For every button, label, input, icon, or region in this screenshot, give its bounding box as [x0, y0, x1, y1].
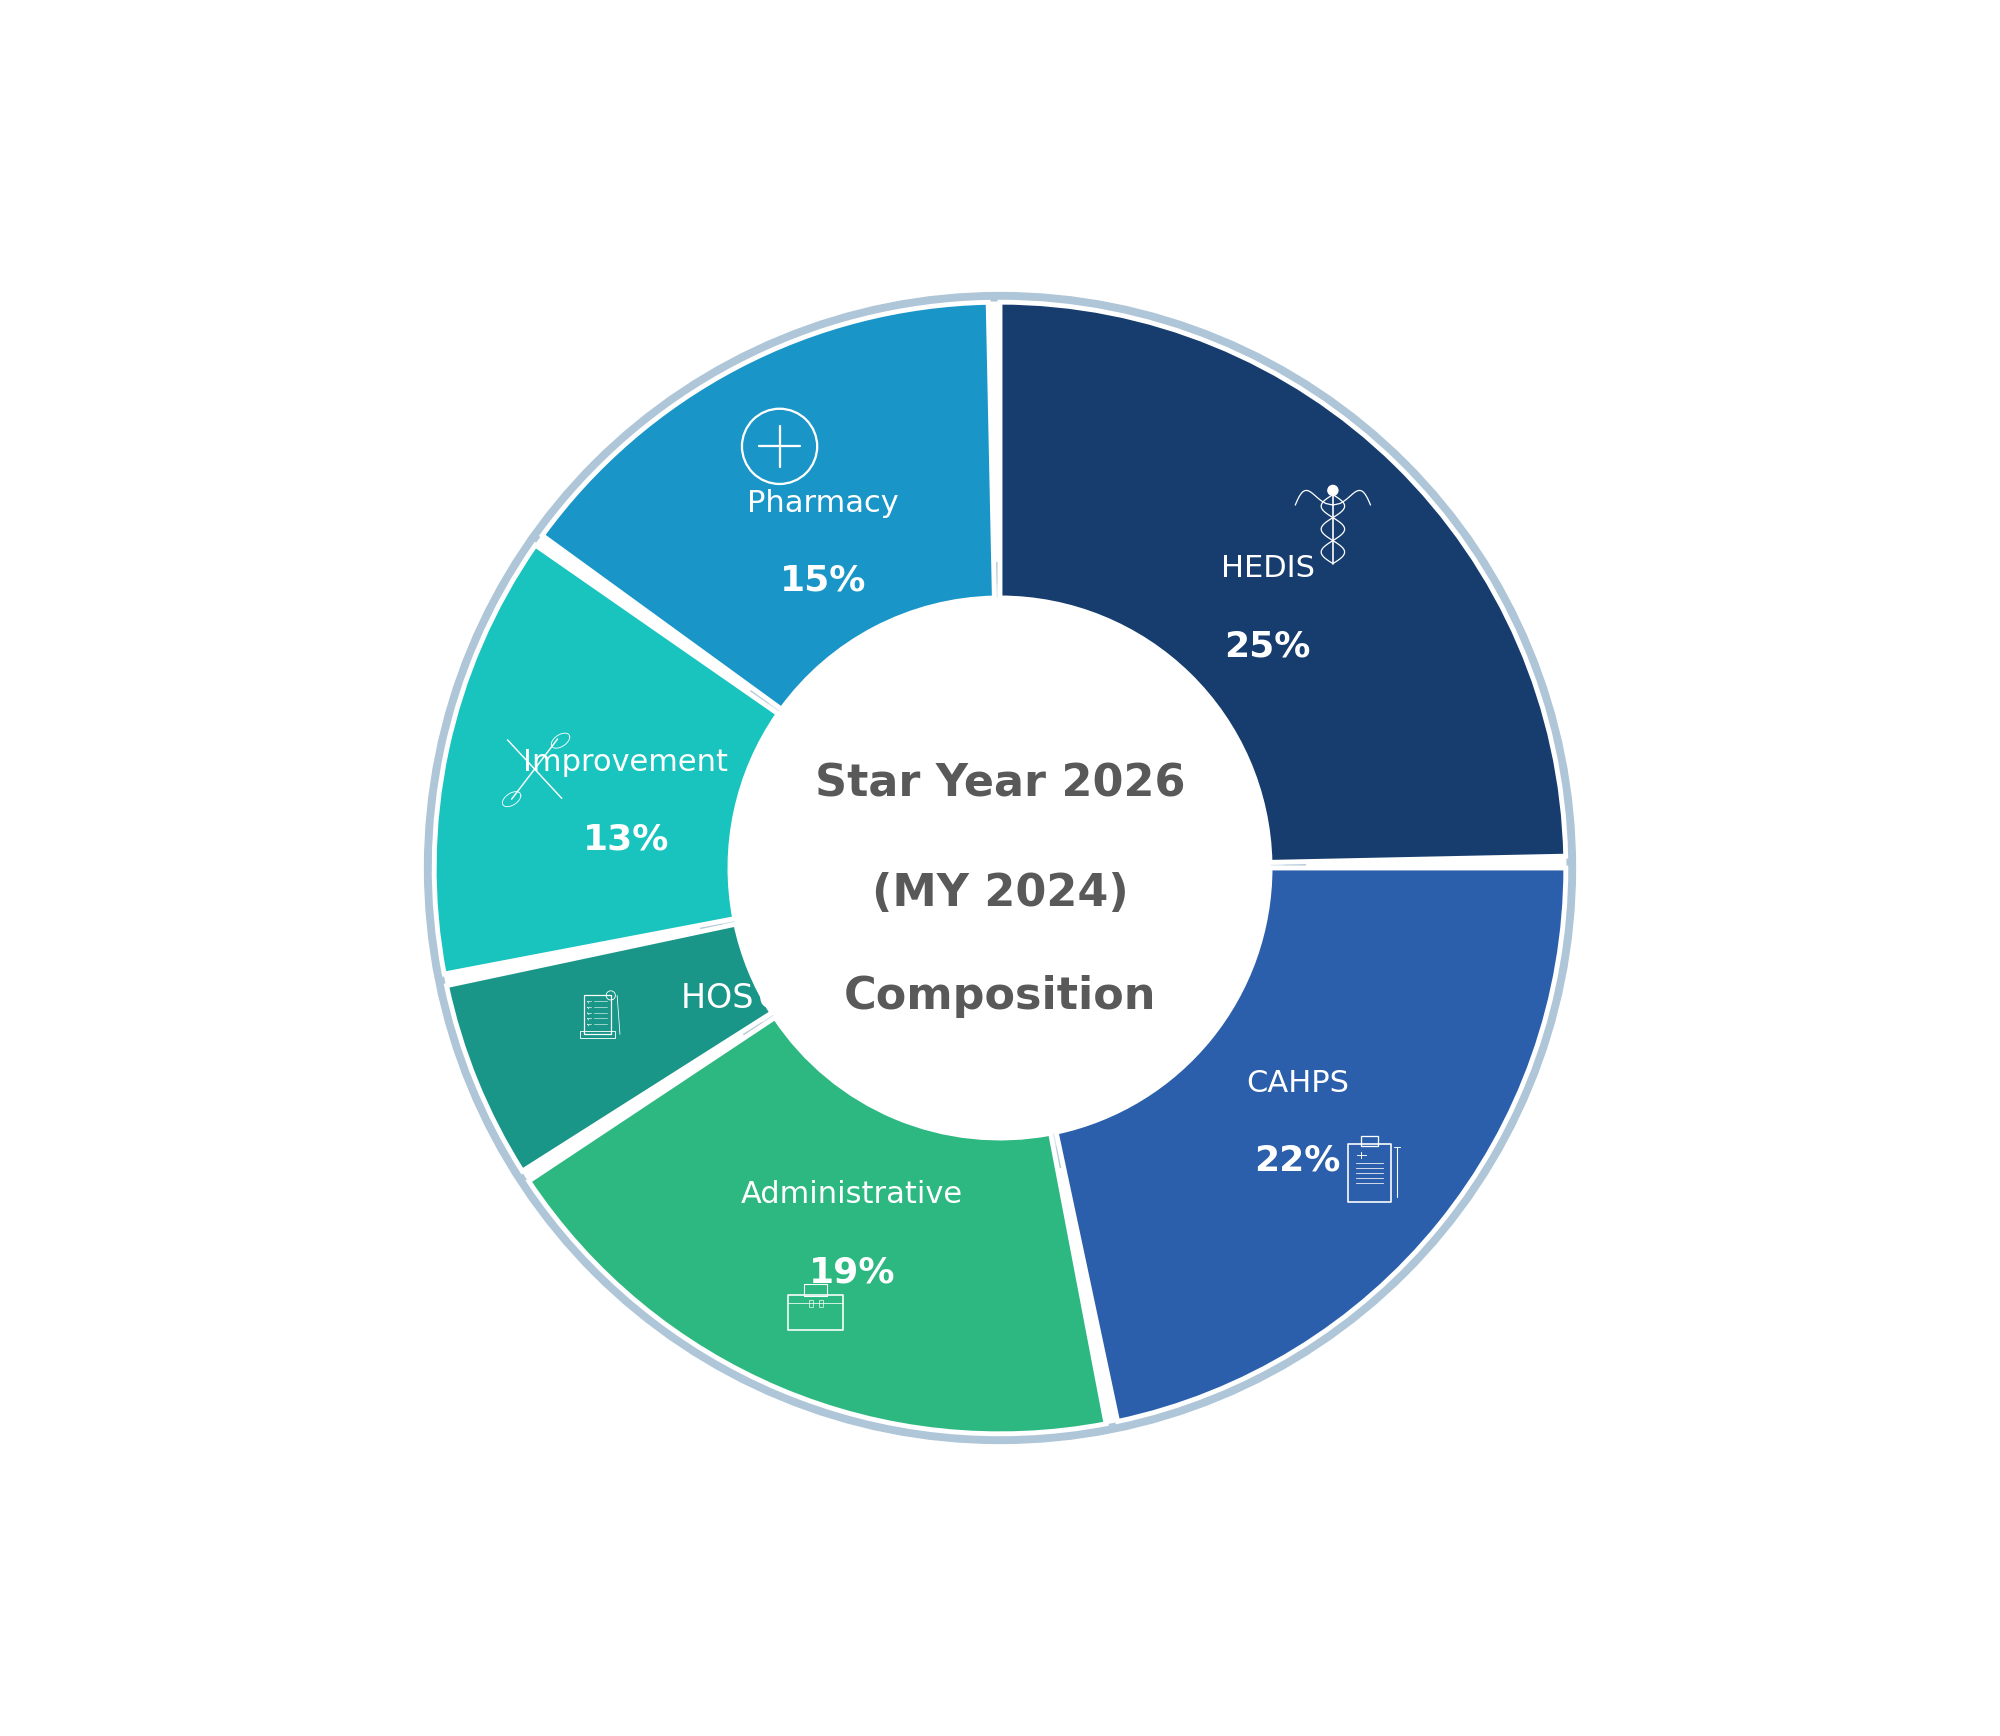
Text: Pharmacy: Pharmacy [746, 490, 898, 517]
Bar [804, 1285, 826, 1295]
Text: Improvement: Improvement [524, 748, 728, 778]
Bar [584, 995, 610, 1035]
Wedge shape [542, 302, 994, 710]
Text: 6%: 6% [758, 983, 814, 1016]
Text: 19%: 19% [808, 1255, 896, 1290]
Circle shape [424, 293, 1576, 1443]
Circle shape [718, 585, 1282, 1151]
Wedge shape [434, 545, 778, 974]
Text: 13%: 13% [582, 823, 668, 858]
Circle shape [694, 562, 1306, 1174]
Text: 22%: 22% [1254, 1144, 1340, 1177]
Bar [580, 1031, 616, 1038]
Text: 15%: 15% [780, 564, 866, 597]
Text: Composition: Composition [844, 976, 1156, 1017]
Text: Star Year 2026: Star Year 2026 [814, 762, 1186, 806]
Text: (MY 2024): (MY 2024) [872, 871, 1128, 915]
Wedge shape [528, 1017, 1106, 1434]
Wedge shape [446, 924, 772, 1172]
Text: HEDIS: HEDIS [1220, 554, 1314, 583]
Bar [818, 1300, 822, 1307]
Text: Administrative: Administrative [740, 1180, 962, 1210]
Text: 25%: 25% [1224, 628, 1310, 663]
Circle shape [434, 302, 1566, 1434]
Wedge shape [1000, 302, 1566, 863]
Bar [788, 1295, 842, 1330]
Bar [1362, 1137, 1378, 1146]
Circle shape [1328, 486, 1338, 495]
Text: HOS: HOS [680, 983, 764, 1016]
Bar [808, 1300, 812, 1307]
Text: CAHPS: CAHPS [1246, 1069, 1348, 1097]
Bar [1348, 1144, 1392, 1201]
Wedge shape [1056, 868, 1566, 1422]
Circle shape [730, 597, 1270, 1139]
